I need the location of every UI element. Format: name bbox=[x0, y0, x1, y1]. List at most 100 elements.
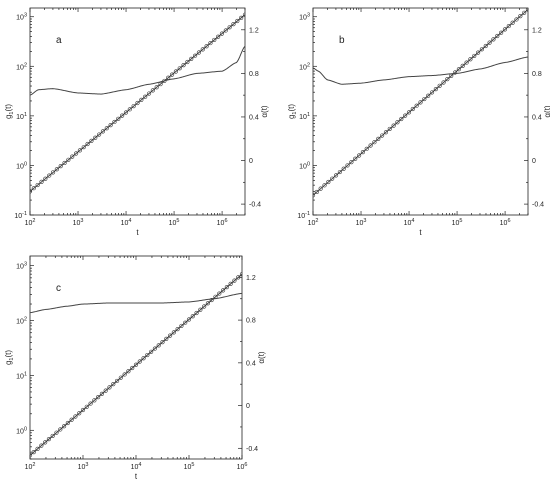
y-right-tick-label: 1.2 bbox=[246, 275, 256, 282]
alpha-curve bbox=[313, 56, 528, 85]
g1-data-point bbox=[126, 369, 131, 374]
y-right-tick-label: 1.2 bbox=[249, 27, 259, 34]
g1-data-point bbox=[313, 193, 316, 198]
g1-data-point bbox=[84, 404, 89, 409]
g1-data-point bbox=[156, 343, 161, 348]
g1-data-point bbox=[70, 154, 75, 159]
g1-data-point bbox=[58, 427, 63, 432]
g1-data-point bbox=[103, 388, 108, 393]
g1-data-point bbox=[39, 443, 44, 448]
g1-data-point bbox=[77, 148, 83, 153]
g1-data-point bbox=[491, 37, 496, 42]
g1-data-point bbox=[202, 304, 207, 309]
panel-c: 102 103 104 105 106 t 100 101 102 103 g1(t) -0.4 0 0.… bbox=[4, 255, 266, 481]
x-tick-label: 104 bbox=[404, 218, 415, 227]
panel-letter: b bbox=[339, 35, 345, 46]
g1-data-point bbox=[31, 449, 36, 455]
g1-data-point bbox=[85, 141, 90, 147]
g1-data-point bbox=[518, 14, 523, 19]
g1-data-point bbox=[88, 401, 93, 406]
g1-data-point bbox=[137, 359, 142, 364]
g1-data-point bbox=[387, 126, 392, 132]
g1-data-point bbox=[99, 391, 105, 396]
g1-data-point bbox=[330, 176, 335, 181]
g1-data-point bbox=[314, 189, 319, 195]
x-tick-label: 106 bbox=[500, 218, 511, 227]
g1-data-point bbox=[89, 138, 94, 143]
g1-data-point bbox=[217, 291, 222, 296]
g1-data-point bbox=[383, 130, 389, 135]
g1-data-point bbox=[406, 110, 412, 115]
x-tick-label: 102 bbox=[308, 218, 319, 227]
g1-data-point bbox=[58, 164, 63, 169]
g1-data-point bbox=[80, 407, 86, 413]
g1-data-point bbox=[190, 314, 195, 319]
y-left-tick-label: 101 bbox=[299, 112, 310, 121]
g1-data-point bbox=[54, 167, 59, 172]
g1-data-point bbox=[96, 394, 101, 400]
g1-data-point bbox=[322, 183, 327, 188]
g1-data-point bbox=[54, 430, 59, 435]
series-group bbox=[30, 12, 245, 194]
g1-data-point bbox=[181, 63, 186, 68]
g1-data-point bbox=[429, 90, 435, 95]
g1-data-point bbox=[164, 336, 169, 341]
g1-data-point bbox=[468, 57, 473, 62]
g1-data-point bbox=[232, 278, 237, 283]
y-left-tick-label: 102 bbox=[299, 62, 310, 71]
y-left-tick-label: 100 bbox=[299, 161, 310, 170]
y-left-tick-label: 100 bbox=[16, 161, 27, 170]
g1-data-point bbox=[73, 151, 79, 156]
g1-data-point bbox=[360, 150, 366, 155]
g1-data-point bbox=[35, 182, 40, 188]
g1-data-point bbox=[403, 113, 408, 118]
g1-data-point bbox=[522, 10, 527, 15]
g1-data-point bbox=[171, 330, 176, 335]
y-left-axis-label: g1(t) bbox=[4, 350, 15, 365]
x-tick-label: 103 bbox=[73, 218, 84, 227]
g1-data-point bbox=[183, 320, 188, 325]
g1-data-point bbox=[118, 375, 123, 380]
g1-data-point bbox=[460, 63, 465, 68]
g1-data-point bbox=[368, 143, 373, 148]
g1-data-point bbox=[353, 156, 358, 161]
g1-data-point bbox=[46, 437, 52, 442]
g1-data-point bbox=[525, 8, 528, 12]
g1-data-point bbox=[341, 166, 346, 171]
g1-data-point bbox=[487, 40, 492, 45]
g1-data-point bbox=[50, 170, 56, 175]
y-right-tick-label: 0 bbox=[246, 403, 250, 410]
g1-data-point bbox=[326, 179, 331, 185]
x-axis-label: t bbox=[135, 472, 138, 481]
g1-data-point bbox=[495, 33, 500, 39]
y-right-tick-label: -0.4 bbox=[246, 446, 258, 453]
y-left-tick-label: 101 bbox=[16, 371, 27, 380]
g1-data-point bbox=[224, 285, 229, 290]
g1-data-point bbox=[123, 110, 129, 115]
x-tick-label: 106 bbox=[217, 218, 228, 227]
g1-data-point bbox=[223, 28, 228, 33]
g1-data-point bbox=[186, 317, 192, 322]
y-left-axis-label: g1(t) bbox=[287, 104, 298, 119]
g1-data-point bbox=[479, 47, 485, 52]
g1-data-point bbox=[475, 50, 481, 55]
g1-data-point bbox=[146, 91, 152, 96]
g1-data-point bbox=[139, 97, 144, 102]
g1-data-point bbox=[175, 327, 180, 332]
x-tick-label: 105 bbox=[169, 218, 180, 227]
g1-data-point bbox=[97, 132, 102, 137]
g1-data-point bbox=[116, 116, 121, 121]
g1-data-point bbox=[333, 173, 339, 178]
y-right-tick-label: -0.4 bbox=[532, 202, 544, 209]
g1-data-point bbox=[145, 352, 150, 358]
g1-data-point bbox=[92, 398, 97, 403]
g1-data-point bbox=[220, 288, 226, 293]
series-group bbox=[30, 272, 242, 458]
y-right-tick-label: 0.8 bbox=[249, 71, 259, 78]
g1-data-point bbox=[143, 94, 148, 99]
g1-data-point bbox=[499, 30, 504, 35]
g1-data-point bbox=[510, 20, 515, 25]
g1-data-point bbox=[318, 186, 323, 191]
g1-data-point bbox=[122, 372, 127, 377]
